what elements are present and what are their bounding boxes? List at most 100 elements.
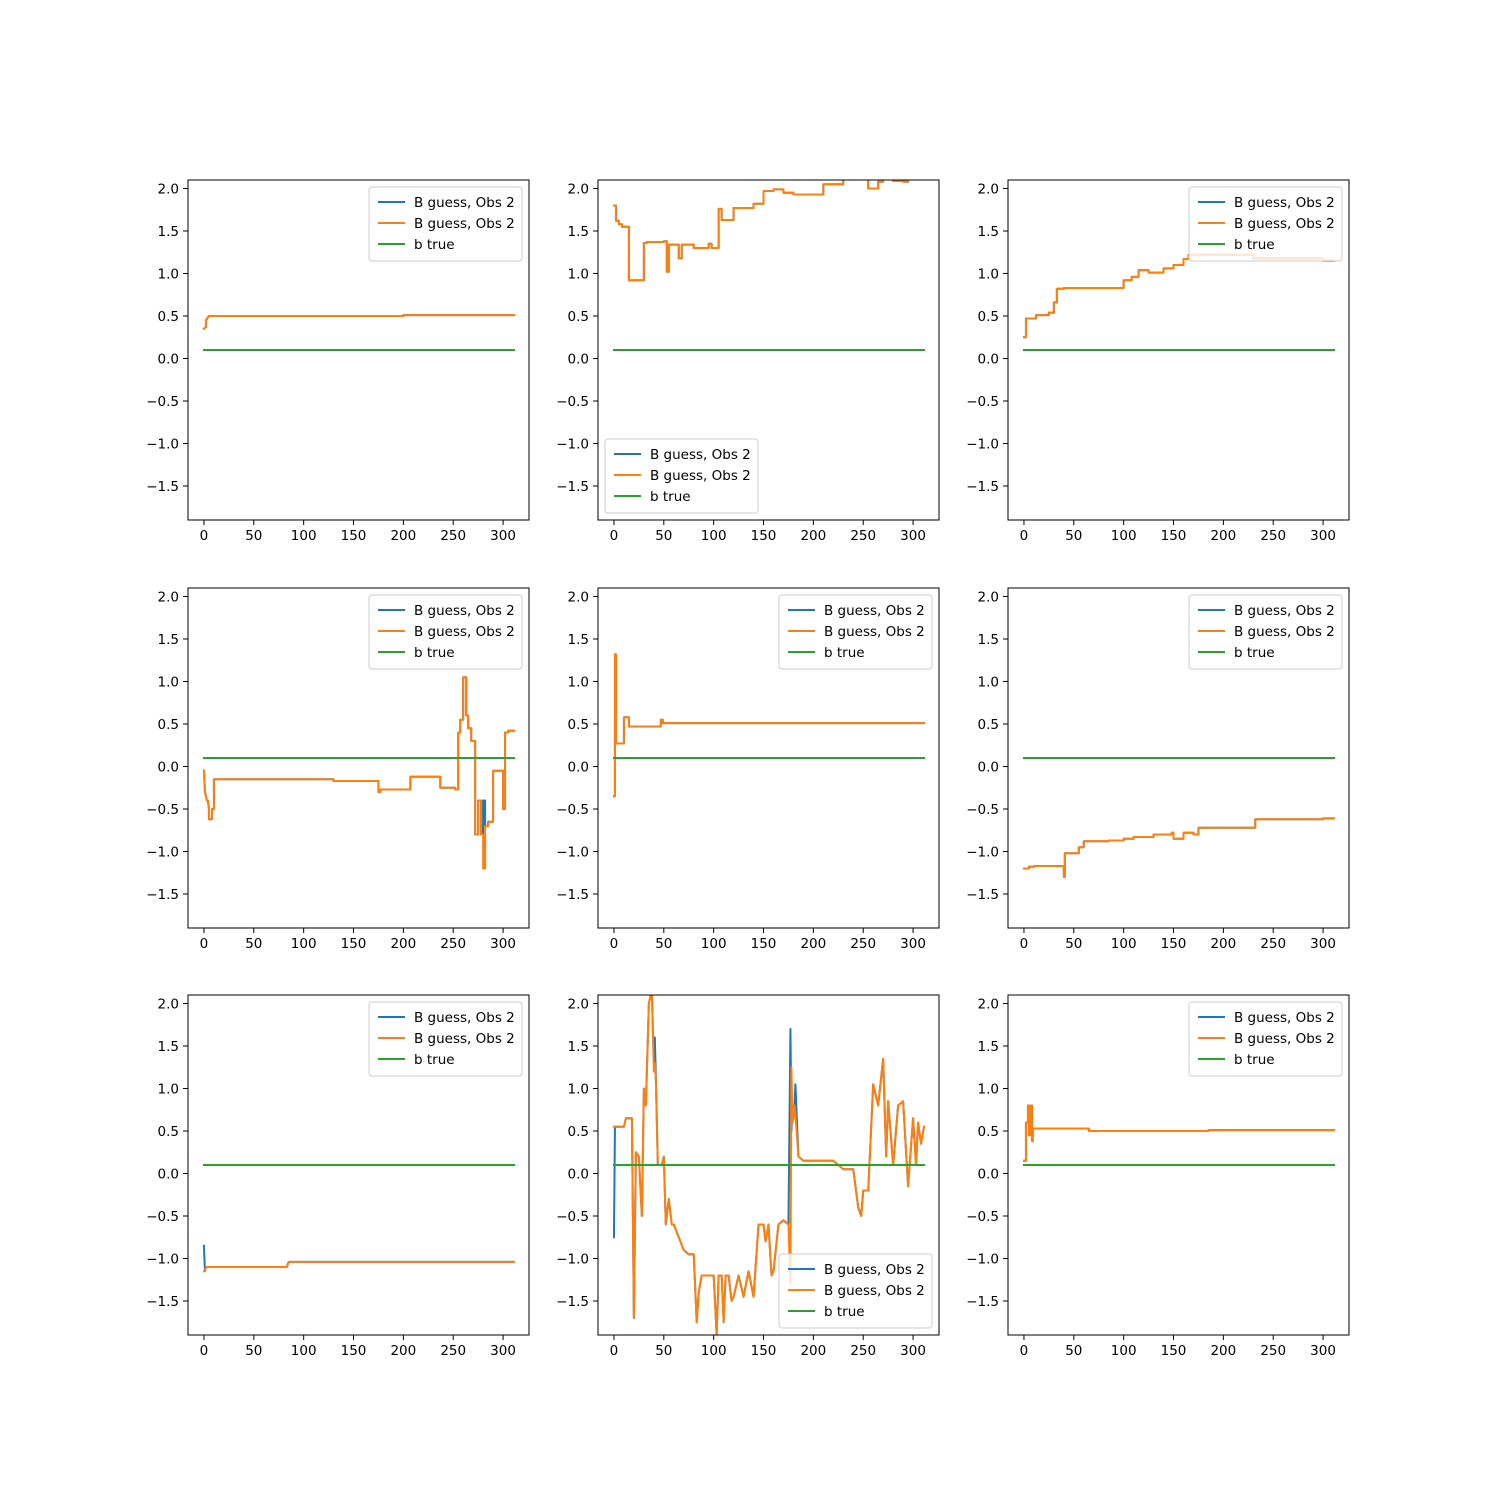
y-tick-label: −0.5: [556, 802, 589, 818]
y-tick-label: 2.0: [978, 590, 999, 606]
series-group: [1022, 1104, 1336, 1166]
legend-label: B guess, Obs 2: [414, 1010, 515, 1026]
x-tick-label: 200: [800, 1343, 826, 1359]
legend-label: B guess, Obs 2: [1234, 1031, 1335, 1047]
x-tick-label: 0: [610, 528, 619, 544]
legend-label: b true: [824, 1304, 865, 1320]
y-tick-label: 2.0: [158, 997, 179, 1013]
x-tick-label: 50: [1065, 528, 1082, 544]
series-group: [1022, 757, 1336, 878]
y-tick-label: −1.5: [966, 887, 999, 903]
y-tick-label: 1.0: [978, 267, 999, 283]
x-tick-label: 150: [1161, 1343, 1187, 1359]
axes-frame: [597, 587, 940, 929]
y-tick-label: −0.5: [146, 802, 179, 818]
x-tick-label: 150: [341, 1343, 367, 1359]
y-tick-label: 2.0: [158, 590, 179, 606]
series-line-2: [1022, 1104, 1336, 1162]
y-tick-label: 2.0: [978, 182, 999, 198]
series-line-2: [202, 314, 516, 331]
y-tick-label: −1.0: [556, 845, 589, 861]
legend: B guess, Obs 2 B guess, Obs 2 b true: [368, 1001, 523, 1077]
y-tick-label: 0.5: [978, 717, 999, 733]
legend-frame: [368, 1001, 523, 1077]
series-group: [612, 180, 926, 351]
x-tick-label: 200: [390, 1343, 416, 1359]
legend: B guess, Obs 2 B guess, Obs 2 b true: [368, 594, 523, 670]
y-tick-label: −1.0: [966, 845, 999, 861]
x-tick-label: 200: [800, 936, 826, 952]
legend-label: B guess, Obs 2: [414, 195, 515, 211]
y-tick-label: −1.5: [966, 479, 999, 495]
y-tick-label: −0.5: [146, 1209, 179, 1225]
legend-label: B guess, Obs 2: [650, 447, 751, 463]
x-tick-label: 100: [291, 936, 317, 952]
x-tick-label: 50: [655, 936, 672, 952]
legend-label: b true: [414, 645, 455, 661]
axes-frame: [1007, 179, 1350, 521]
series-group: [612, 995, 926, 1335]
axes-frame: [597, 179, 940, 521]
legend-label: B guess, Obs 2: [1234, 195, 1335, 211]
series-group: [202, 314, 516, 351]
y-tick-label: 1.0: [978, 675, 999, 691]
y-tick-label: 0.0: [978, 352, 999, 368]
x-tick-label: 300: [490, 936, 516, 952]
subplot-8: 0 50 100 150 200 250 300 2.0 1.5 1.0 0.5 0.0 −0.5 −1.…: [556, 994, 940, 1359]
subplot-7: 0 50 100 150 200 250 300 2.0 1.5 1.0 0.5 0.0 −0.5 −1.…: [146, 994, 530, 1359]
x-tick-label: 300: [1310, 528, 1336, 544]
legend-label: B guess, Obs 2: [414, 1031, 515, 1047]
x-tick-label: 100: [701, 1343, 727, 1359]
y-tick-label: −1.5: [556, 479, 589, 495]
x-tick-label: 300: [490, 528, 516, 544]
series-line-2: [1022, 817, 1336, 878]
y-tick-label: 1.5: [158, 224, 179, 240]
x-tick-label: 0: [200, 1343, 209, 1359]
legend-frame: [604, 438, 759, 514]
y-tick-label: 0.0: [158, 352, 179, 368]
x-tick-label: 250: [850, 1343, 876, 1359]
x-tick-label: 100: [701, 936, 727, 952]
series-group: [1022, 253, 1336, 351]
x-tick-label: 50: [655, 1343, 672, 1359]
legend-label: b true: [1234, 645, 1275, 661]
series-line-2: [612, 653, 926, 798]
y-tick-label: −1.0: [556, 437, 589, 453]
x-tick-label: 150: [341, 528, 367, 544]
y-tick-label: 1.0: [568, 267, 589, 283]
x-tick-label: 200: [1210, 528, 1236, 544]
legend-label: B guess, Obs 2: [1234, 624, 1335, 640]
x-tick-label: 150: [751, 1343, 777, 1359]
axes-frame: [597, 994, 940, 1336]
y-tick-label: 1.5: [158, 632, 179, 648]
x-tick-label: 50: [655, 528, 672, 544]
legend-label: B guess, Obs 2: [824, 1283, 925, 1299]
series-group: [202, 676, 516, 870]
y-tick-label: −1.0: [146, 437, 179, 453]
legend: B guess, Obs 2 B guess, Obs 2 b true: [368, 186, 523, 262]
axes-frame: [1007, 587, 1350, 929]
y-tick-label: 2.0: [158, 182, 179, 198]
legend-label: B guess, Obs 2: [414, 624, 515, 640]
x-tick-label: 50: [245, 528, 262, 544]
x-tick-label: 100: [291, 528, 317, 544]
legend-label: b true: [824, 645, 865, 661]
y-tick-label: 1.5: [568, 1039, 589, 1055]
x-tick-label: 300: [900, 936, 926, 952]
series-group: [612, 653, 926, 798]
x-tick-label: 0: [1020, 936, 1029, 952]
x-tick-label: 50: [1065, 1343, 1082, 1359]
axes-frame: [187, 179, 530, 521]
x-tick-label: 100: [1111, 1343, 1137, 1359]
y-tick-label: 2.0: [568, 590, 589, 606]
x-tick-label: 150: [1161, 936, 1187, 952]
y-tick-label: 1.0: [158, 1082, 179, 1098]
axes-frame: [187, 587, 530, 929]
y-tick-label: −1.0: [966, 437, 999, 453]
subplot-6: 0 50 100 150 200 250 300 2.0 1.5 1.0 0.5 0.0 −0.5 −1.…: [966, 587, 1350, 952]
legend-label: B guess, Obs 2: [650, 468, 751, 484]
legend-label: b true: [414, 237, 455, 253]
x-tick-label: 200: [1210, 936, 1236, 952]
y-tick-label: 1.5: [978, 632, 999, 648]
